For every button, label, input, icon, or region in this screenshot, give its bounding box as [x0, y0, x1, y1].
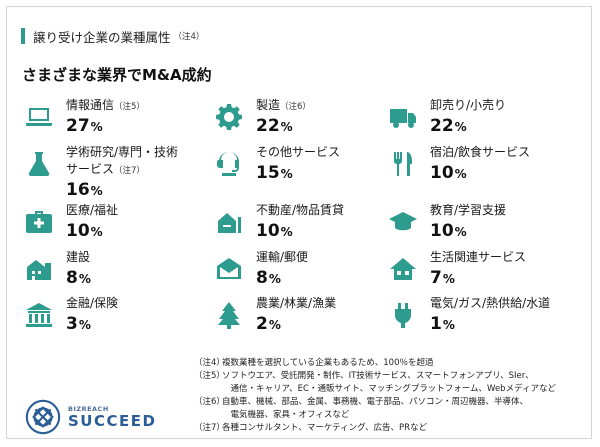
footnote-text: ソフトウエア、受託開発・制作、IT技術サービス、スマートフォンアプリ、SIer、: [222, 371, 534, 381]
footnote-text: 電気機器、家具・オフィスなど: [222, 410, 350, 420]
industry-label-line2: サービス（注7）: [66, 162, 145, 176]
industry-item: 製造（注6） 22%: [212, 98, 311, 138]
industry-label: 学術研究/専門・技術: [66, 145, 179, 159]
industry-label: 卸売り/小売り: [430, 98, 507, 112]
industry-item: 運輸/郵便 8%: [212, 250, 308, 290]
house-icon: [386, 252, 420, 286]
page-title-note: （注4）: [173, 32, 205, 42]
tree-icon: [212, 298, 246, 332]
cutlery-icon: [386, 147, 420, 181]
industry-label: 情報通信（注5）: [66, 98, 145, 112]
industry-item: その他サービス 15%: [212, 145, 340, 185]
page-title: 譲り受け企業の業種属性: [33, 29, 171, 45]
industry-percentage: 27%: [66, 116, 103, 136]
header-accent-bar: [21, 28, 25, 44]
industry-label: 不動産/物品賃貸: [256, 203, 345, 217]
section-header: 譲り受け企業の業種属性 （注4）: [21, 28, 205, 45]
footnote-row: 通信・キャリア、EC・通販サイト、マッチングプラットフォーム、Webメディアなど: [194, 383, 556, 396]
headset-icon: [212, 147, 246, 181]
plug-icon: [386, 298, 420, 332]
industry-label: 医療/福祉: [66, 203, 119, 217]
truck-icon: [386, 100, 420, 134]
industry-percentage: 15%: [256, 163, 293, 183]
industry-label: 電気/ガス/熱供給/水道: [430, 296, 551, 310]
footnote-tag: （注5）: [194, 371, 225, 381]
industry-percentage: 10%: [66, 221, 103, 241]
footnote-text: 複数業種を選択している企業もあるため、100％を超過: [222, 358, 434, 368]
industry-percentage: 3%: [66, 314, 91, 334]
industry-item: 農業/林業/漁業 2%: [212, 296, 336, 336]
industry-item: 不動産/物品賃貸 10%: [212, 203, 344, 243]
footnote-tag: [194, 409, 222, 422]
industry-label: その他サービス: [256, 145, 341, 159]
footnote-row: （注7） 各種コンサルタント、マーケティング、広告、PRなど: [194, 422, 556, 435]
industry-item: 学術研究/専門・技術 サービス（注7） 16%: [22, 145, 178, 202]
industry-percentage: 16%: [66, 180, 103, 200]
graduation-cap-icon: [386, 205, 420, 239]
content-frame: [6, 6, 592, 439]
real-estate-icon: [212, 205, 246, 239]
footnote-tag: （注7）: [194, 423, 225, 433]
industry-item: 金融/保険 3%: [22, 296, 118, 336]
industry-item: 建設 8%: [22, 250, 91, 290]
footnotes: （注4） 複数業種を選択している企業もあるため、100％を超過 （注5） ソフトウエア…: [194, 357, 556, 435]
industry-percentage: 10%: [430, 221, 467, 241]
industry-percentage: 8%: [66, 268, 91, 288]
logo-big-text: SUCCEED: [68, 411, 157, 430]
footnote-tag: [194, 383, 222, 396]
medical-bag-icon: [22, 205, 56, 239]
industry-percentage: 22%: [256, 116, 293, 136]
industry-item: 医療/福祉 10%: [22, 203, 118, 243]
industry-percentage: 2%: [256, 314, 281, 334]
footnote-row: 電気機器、家具・オフィスなど: [194, 409, 556, 422]
mail-icon: [212, 252, 246, 286]
industry-label: 生活関連サービス: [430, 250, 527, 264]
footnote-row: （注4） 複数業種を選択している企業もあるため、100％を超過: [194, 357, 556, 370]
industry-label: 宿泊/飲食サービス: [430, 145, 531, 159]
industry-item: 卸売り/小売り 22%: [386, 98, 506, 138]
footnote-text: 自動車、機械、部品、金属、事務機、電子部品、パソコン・周辺機器、半導体、: [222, 397, 529, 407]
industry-label: 建設: [66, 250, 91, 264]
industry-note: （注5）: [114, 102, 145, 112]
logo-small-text: BIZREACH: [68, 404, 109, 413]
industry-note: （注7）: [114, 166, 145, 176]
gear-icon: [212, 100, 246, 134]
industry-label: 教育/学習支援: [430, 203, 507, 217]
industry-percentage: 10%: [430, 163, 467, 183]
industry-note: （注6）: [280, 102, 311, 112]
bank-icon: [22, 298, 56, 332]
industry-label: 金融/保険: [66, 296, 119, 310]
industry-percentage: 1%: [430, 314, 455, 334]
logo-knot-icon: [25, 399, 61, 435]
footnote-tag: （注6）: [194, 397, 225, 407]
flask-icon: [22, 147, 56, 181]
industry-item: 教育/学習支援 10%: [386, 203, 506, 243]
industry-label: 運輸/郵便: [256, 250, 309, 264]
industry-percentage: 22%: [430, 116, 467, 136]
footnote-tag: （注4）: [194, 358, 225, 368]
page-subtitle: さまざまな業界でM&A成約: [22, 66, 212, 84]
industry-label: 製造（注6）: [256, 98, 311, 112]
footnote-text: 各種コンサルタント、マーケティング、広告、PRなど: [222, 423, 428, 433]
industry-item: 宿泊/飲食サービス 10%: [386, 145, 530, 185]
footnote-row: （注6） 自動車、機械、部品、金属、事務機、電子部品、パソコン・周辺機器、半導体、: [194, 396, 556, 409]
industry-label: 農業/林業/漁業: [256, 296, 337, 310]
industry-percentage: 10%: [256, 221, 293, 241]
industry-item: 情報通信（注5） 27%: [22, 98, 145, 138]
footnote-text: 通信・キャリア、EC・通販サイト、マッチングプラットフォーム、Webメディアなど: [222, 384, 556, 394]
footnote-row: （注5） ソフトウエア、受託開発・制作、IT技術サービス、スマートフォンアプリ、S…: [194, 370, 556, 383]
industry-percentage: 8%: [256, 268, 281, 288]
building-icon: [22, 252, 56, 286]
industry-item: 電気/ガス/熱供給/水道 1%: [386, 296, 550, 336]
industry-percentage: 7%: [430, 268, 455, 288]
laptop-icon: [22, 100, 56, 134]
company-logo: BIZREACH SUCCEED: [24, 398, 156, 436]
industry-item: 生活関連サービス 7%: [386, 250, 526, 290]
